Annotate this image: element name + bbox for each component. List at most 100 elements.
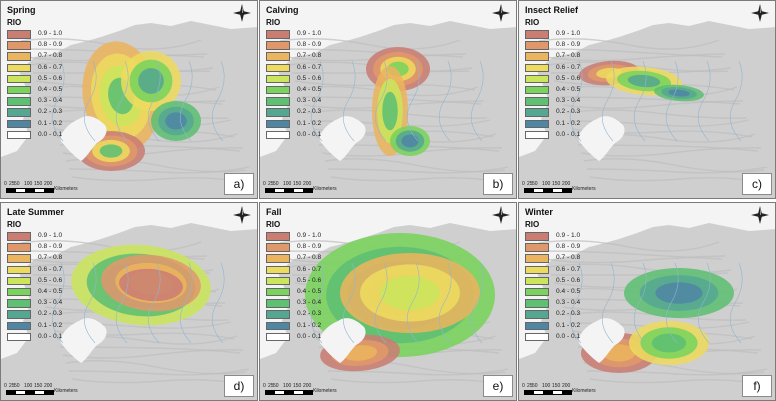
rio-area xyxy=(380,275,440,311)
bay xyxy=(60,116,107,161)
legend-label: 0.0 - 0.1 xyxy=(38,130,63,138)
legend-swatch xyxy=(525,265,549,275)
legend-swatch xyxy=(525,332,549,342)
river xyxy=(406,262,420,344)
scale-bar-segments xyxy=(524,390,572,395)
scale-tick-label: 50 xyxy=(532,383,538,389)
legend-label: 0.9 - 1.0 xyxy=(38,232,63,239)
legend-label: 0.1 - 0.2 xyxy=(297,119,322,127)
legend-label: 0.8 - 0.9 xyxy=(297,41,322,49)
legend-swatch xyxy=(525,287,549,297)
scale-bar: 0 25 50 100 150 200 Kilometers xyxy=(4,181,124,195)
panel-label: d) xyxy=(224,375,254,397)
river xyxy=(51,60,65,142)
river xyxy=(115,60,129,142)
legend-label: 0.6 - 0.7 xyxy=(297,265,322,273)
legend-swatch xyxy=(525,63,549,73)
scale-units: Kilometers xyxy=(572,388,596,394)
legend-label: 0.5 - 0.6 xyxy=(556,74,581,82)
legend-label: 0.4 - 0.5 xyxy=(38,85,63,93)
legend-swatch xyxy=(7,74,31,84)
scale-tick-label: 50 xyxy=(14,383,20,389)
legend-label: 0.6 - 0.7 xyxy=(38,63,63,71)
rio-area xyxy=(401,134,419,148)
rio-area xyxy=(651,333,687,353)
legend-label: 0.2 - 0.3 xyxy=(297,310,322,318)
legend-label: 0.1 - 0.2 xyxy=(297,321,322,329)
legend-swatch xyxy=(525,30,549,39)
scale-bar-segments xyxy=(265,390,313,395)
basemap xyxy=(260,203,516,400)
legend-swatch xyxy=(525,85,549,95)
rio-area xyxy=(138,68,164,94)
bay xyxy=(319,116,366,161)
bay xyxy=(319,318,366,363)
terrain-shading xyxy=(559,96,741,105)
legend-title: RIO xyxy=(266,220,281,229)
river xyxy=(179,262,193,344)
panel-label: a) xyxy=(224,173,254,195)
river xyxy=(438,262,452,344)
terrain-shading xyxy=(580,147,762,157)
legend-swatch xyxy=(525,74,549,84)
scale-tick-label: 25 xyxy=(527,383,533,389)
legend-swatch xyxy=(525,232,549,241)
legend-swatch xyxy=(525,52,549,61)
legend-title: RIO xyxy=(266,18,281,27)
legend-label: 0.0 - 0.1 xyxy=(38,332,63,340)
terrain-shading xyxy=(586,166,768,174)
panel-title: Spring xyxy=(7,5,36,15)
north-arrow-icon xyxy=(492,206,510,224)
river xyxy=(147,262,161,344)
scale-tick-label: 200 xyxy=(562,181,571,187)
legend-swatch xyxy=(266,276,290,286)
legend-title: RIO xyxy=(7,18,22,27)
legend-label: 0.7 - 0.8 xyxy=(297,254,322,262)
legend-swatch xyxy=(525,243,549,252)
terrain-shading xyxy=(544,255,726,264)
legend-swatch xyxy=(525,310,549,319)
river xyxy=(729,262,743,344)
legend-label: 0.9 - 1.0 xyxy=(556,232,581,239)
legend-label: 0.3 - 0.4 xyxy=(38,97,63,105)
terrain-shading xyxy=(565,109,747,119)
legend-label: 0.2 - 0.3 xyxy=(556,108,581,116)
legend-swatch xyxy=(266,30,290,39)
legend-swatch xyxy=(266,332,290,342)
river xyxy=(665,60,679,142)
legend-label: 0.1 - 0.2 xyxy=(556,119,581,127)
legend-swatch xyxy=(266,97,290,106)
rio-area xyxy=(99,144,123,158)
scale-tick-label: 200 xyxy=(44,383,53,389)
scale-tick-label: 200 xyxy=(303,383,312,389)
rio-area xyxy=(627,74,661,88)
legend-title: RIO xyxy=(525,220,540,229)
panel-label: f) xyxy=(742,375,772,397)
river xyxy=(374,60,388,142)
legend-swatch xyxy=(7,30,31,39)
north-arrow-icon xyxy=(751,4,769,22)
legend-label: 0.0 - 0.1 xyxy=(297,130,322,138)
legend-label: 0.7 - 0.8 xyxy=(556,52,581,60)
river xyxy=(569,60,583,142)
scale-tick-label: 25 xyxy=(527,181,533,187)
rio-area xyxy=(165,112,187,130)
legend-label: 0.8 - 0.9 xyxy=(297,243,322,251)
scale-bar-segments xyxy=(6,188,54,193)
legend-swatch xyxy=(7,41,31,50)
terrain-shading xyxy=(544,53,726,62)
scale-units: Kilometers xyxy=(572,186,596,192)
scale-tick-label: 100 xyxy=(24,181,33,187)
river xyxy=(601,262,615,344)
panel-title: Calving xyxy=(266,5,299,15)
river xyxy=(470,262,484,344)
legend-label: 0.4 - 0.5 xyxy=(297,287,322,295)
scale-tick-label: 25 xyxy=(268,383,274,389)
legend-label: 0.7 - 0.8 xyxy=(556,254,581,262)
legend-label: 0.5 - 0.6 xyxy=(297,276,322,284)
legend-label: 0.2 - 0.3 xyxy=(38,108,63,116)
scale-tick-label: 100 xyxy=(542,181,551,187)
river xyxy=(569,262,583,344)
scale-tick-label: 100 xyxy=(542,383,551,389)
basemap xyxy=(1,203,257,400)
